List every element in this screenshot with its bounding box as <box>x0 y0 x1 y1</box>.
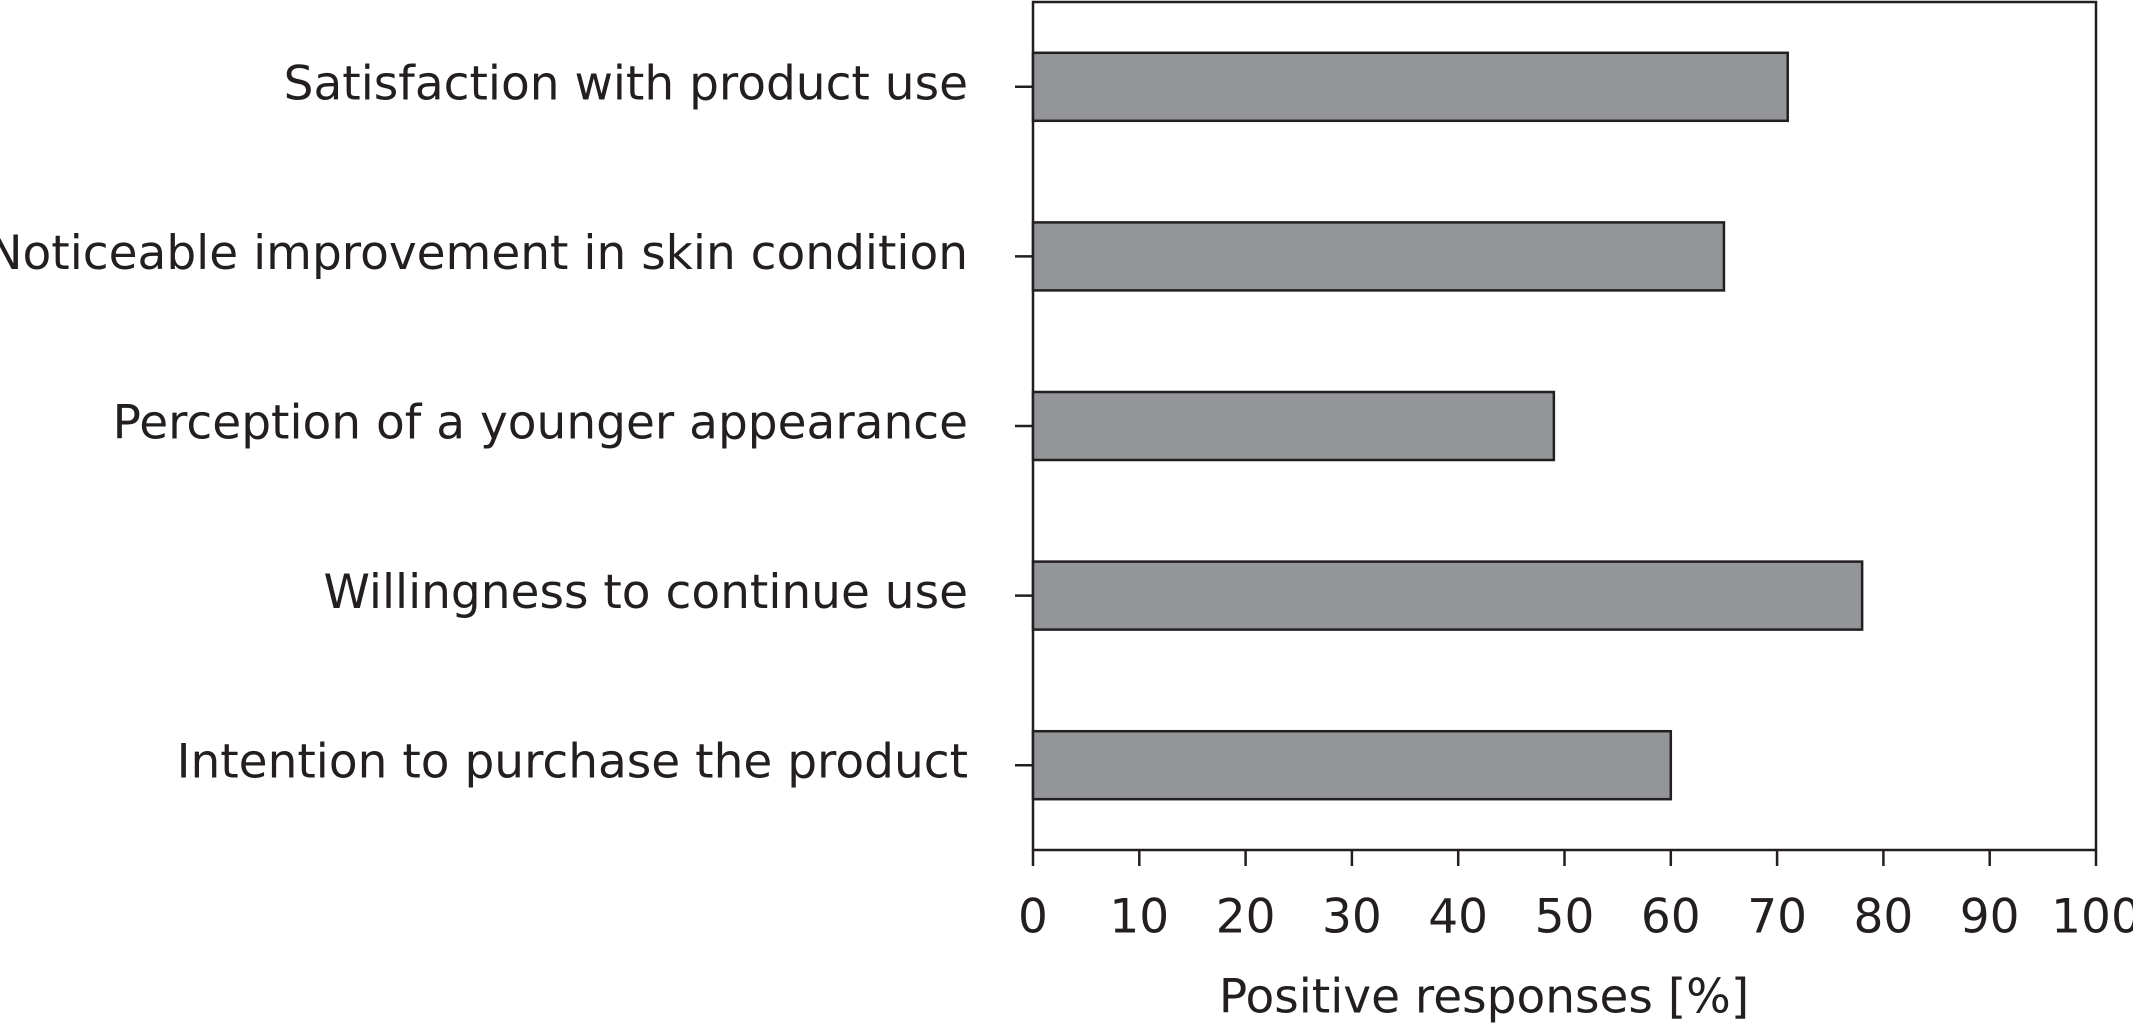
bar <box>1031 560 1864 631</box>
x-tick-label: 10 <box>1109 890 1169 945</box>
x-tick-label: 80 <box>1853 890 1913 945</box>
x-tick-label: 70 <box>1747 890 1807 945</box>
x-tick-label: 20 <box>1216 890 1276 945</box>
x-tick-label: 100 <box>2051 890 2133 945</box>
bar <box>1031 221 1726 292</box>
x-tick-label: 90 <box>1960 890 2020 945</box>
x-axis-title: Positive responses [%] <box>1219 970 1749 1025</box>
x-tick-label: 50 <box>1535 890 1595 945</box>
y-tick-label: Satisfaction with product use <box>284 56 968 111</box>
y-tick-label: Willingness to continue use <box>323 565 968 620</box>
bar <box>1031 51 1789 123</box>
bar <box>1031 729 1673 801</box>
x-tick-label: 0 <box>1018 890 1048 945</box>
bar <box>1031 390 1556 462</box>
y-tick-label: Noticeable improvement in skin condition <box>0 226 968 281</box>
x-tick-label: 30 <box>1322 890 1382 945</box>
y-tick-label: Perception of a younger appearance <box>113 396 968 451</box>
x-tick-label: 40 <box>1428 890 1488 945</box>
x-tick-label: 60 <box>1641 890 1701 945</box>
y-tick-label: Intention to purchase the product <box>177 735 968 790</box>
